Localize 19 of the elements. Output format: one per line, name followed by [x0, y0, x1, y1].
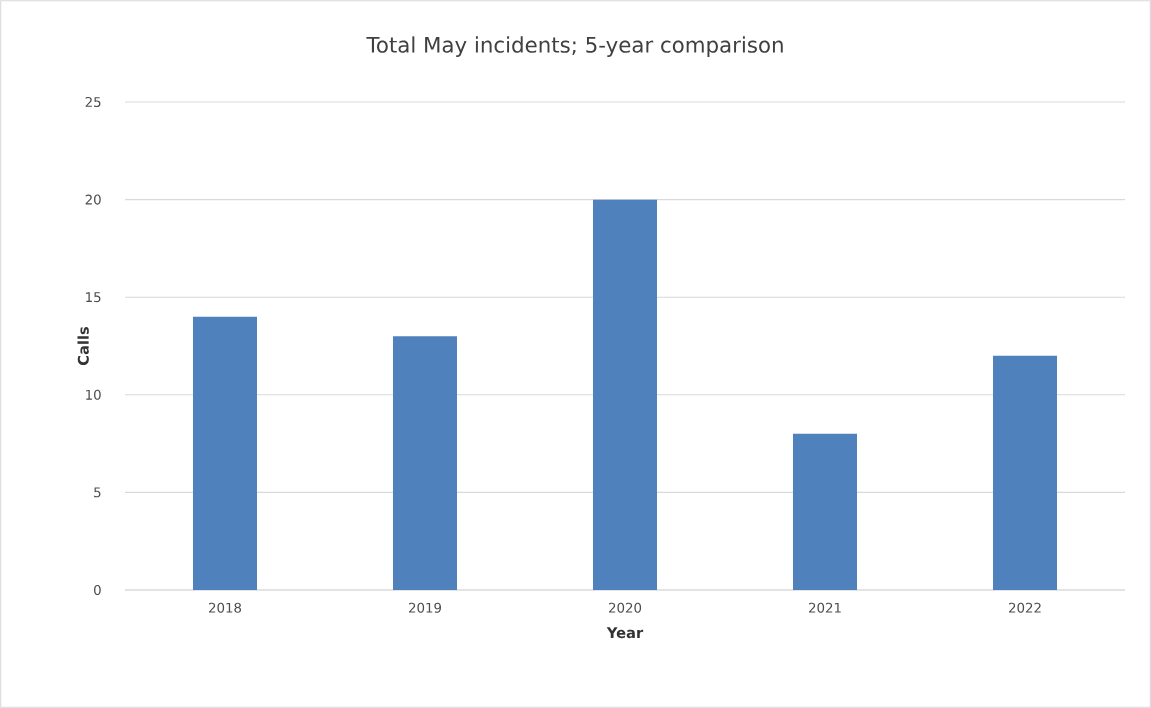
x-tick-label: 2019	[409, 602, 442, 613]
x-tick-label: 2021	[809, 602, 841, 613]
y-tick-label: 15	[86, 292, 101, 303]
bar	[193, 316, 258, 590]
y-tick-label: 10	[86, 389, 101, 400]
bar	[793, 433, 858, 590]
bar	[393, 336, 458, 590]
x-tick-label: 2018	[209, 602, 242, 613]
y-tick-label: 20	[85, 194, 101, 205]
y-tick-label: 5	[94, 487, 101, 498]
bar	[593, 199, 658, 590]
y-tick-label: 25	[85, 96, 101, 108]
x-tick-label: 2020	[609, 602, 642, 613]
x-axis-title: Year	[606, 627, 644, 639]
bar	[993, 355, 1058, 590]
y-tick-label: 0	[94, 584, 101, 596]
y-axis-title: Calls	[77, 326, 89, 365]
chart-title: Total May incidents; 5-year comparison	[366, 36, 783, 57]
x-tick-label: 2022	[1009, 602, 1041, 613]
